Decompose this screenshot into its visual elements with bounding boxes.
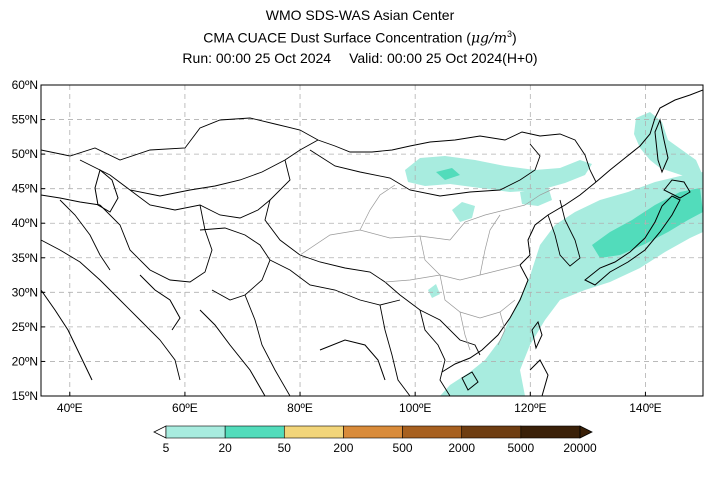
subtitle-unit: μg/m <box>470 30 508 47</box>
map-header: WMO SDS-WAS Asian Center CMA CUACE Dust … <box>0 6 720 68</box>
longitude-label: 100ºE <box>399 401 431 415</box>
border-arabia <box>41 239 181 381</box>
border-afghanistan <box>199 227 271 301</box>
coast-bay-of-bengal <box>319 339 386 381</box>
dust-concentration-layer <box>405 112 703 396</box>
latitude-label: 45ºN <box>12 182 38 196</box>
province-line-9 <box>497 311 506 346</box>
colorbar-segment <box>461 425 522 439</box>
longitude-label: 80ºE <box>287 401 313 415</box>
colorbar-high-arrow <box>579 425 593 439</box>
colorbar-segment <box>283 425 344 439</box>
province-line-2 <box>359 184 396 231</box>
border-iran <box>99 204 213 283</box>
longitude-label: 60ºE <box>172 401 198 415</box>
latitude-label: 40ºN <box>12 216 38 230</box>
colorbar-label: 5000 <box>508 441 535 455</box>
border-kazakhstan <box>79 139 319 197</box>
border-myanmar <box>379 304 411 396</box>
colorbar-label: 20000 <box>563 441 597 455</box>
colorbar-label: 2000 <box>448 441 475 455</box>
country-borders <box>41 117 597 396</box>
province-line-7 <box>459 311 471 351</box>
latitude-label: 20ºN <box>12 354 38 368</box>
province-line-1 <box>299 229 451 256</box>
graticule <box>41 85 703 396</box>
province-borders <box>299 184 556 351</box>
coast-caspian <box>94 169 119 213</box>
latitude-label: 60ºN <box>12 78 38 92</box>
subtitle-suffix: ) <box>512 29 517 46</box>
coast-hokkaido <box>663 179 691 199</box>
dust-yellow-sea <box>520 186 552 206</box>
map-frame <box>40 84 704 397</box>
colorbar-label: 500 <box>393 441 413 455</box>
border-china-west <box>264 159 481 356</box>
colorbar-segment <box>343 425 403 439</box>
colorbar-segment <box>165 425 226 439</box>
latitude-label: 35ºN <box>12 251 38 265</box>
coast-sakhalin <box>654 118 669 174</box>
run-time: Run: 00:00 25 Oct 2024 <box>182 49 332 66</box>
coast-hainan <box>461 371 479 391</box>
coast-taiwan <box>531 320 543 350</box>
longitude-label: 140ºE <box>629 401 661 415</box>
subtitle-prefix: CMA CUACE Dust Surface Concentration ( <box>203 29 471 46</box>
colorbar-label: 20 <box>218 441 232 455</box>
border-central-asia <box>129 189 271 219</box>
latitude-label: 55ºN <box>12 113 38 127</box>
map-subtitle: CMA CUACE Dust Surface Concentration (μg… <box>0 25 720 49</box>
border-indochina <box>419 309 451 396</box>
dust-mongolia <box>405 156 592 192</box>
coast-philippines <box>529 359 549 396</box>
border-turkey <box>41 194 101 206</box>
dust-mongolia-core <box>436 168 460 180</box>
map-title: WMO SDS-WAS Asian Center <box>265 7 455 23</box>
border-iraq <box>59 199 111 271</box>
province-line-8 <box>479 214 501 276</box>
border-india <box>244 294 291 396</box>
colorbar-label: 5 <box>163 441 170 455</box>
coast-far-east <box>595 89 703 183</box>
dust-gobi-patch <box>452 202 475 222</box>
latitude-label: 25ºN <box>12 320 38 334</box>
subtitle-unit-exponent: 3 <box>507 29 513 39</box>
coast-japan <box>584 195 681 286</box>
longitude-label: 40ºE <box>57 401 83 415</box>
province-line-6 <box>384 274 441 283</box>
coast-china <box>441 181 597 373</box>
latitude-label: 30ºN <box>12 285 38 299</box>
border-india-north <box>269 259 401 306</box>
colorbar-segment <box>224 425 285 439</box>
colorbar-low-arrow <box>153 425 167 439</box>
valid-time: Valid: 00:00 25 Oct 2024(H+0) <box>349 49 538 66</box>
dust-plume-sakhalin <box>634 112 703 178</box>
province-line-4 <box>449 204 526 241</box>
province-line-3 <box>419 235 521 281</box>
colorbar-label: 200 <box>333 441 353 455</box>
colorbar-segment <box>520 425 581 439</box>
colorbar-segment <box>402 425 463 439</box>
latitude-label: 15ºN <box>12 389 38 403</box>
border-korea <box>547 199 581 267</box>
run-valid-line: Run: 00:00 25 Oct 2024 Valid: 00:00 25 Oc… <box>0 49 720 68</box>
coastlines <box>41 89 703 396</box>
colorbar: 5 20 50 200 500 2000 5000 20000 <box>153 425 597 455</box>
latitude-label: 50ºN <box>12 147 38 161</box>
province-line-10 <box>524 187 556 206</box>
coast-india <box>199 309 266 396</box>
border-russia-south <box>41 117 597 183</box>
province-line-5 <box>439 274 516 319</box>
coast-arabian-gulf <box>139 274 181 331</box>
dust-shandong-patch <box>428 284 440 298</box>
longitude-labels: 40ºE 60ºE 80ºE 100ºE 120ºE 140ºE <box>57 392 662 415</box>
border-mongolia <box>309 143 541 197</box>
coast-red-sea <box>41 289 93 381</box>
latitude-labels: 60ºN 55ºN 50ºN 45ºN 40ºN 35ºN 30ºN 25ºN 20ºN 15ºN <box>12 78 45 403</box>
longitude-label: 120ºE <box>514 401 546 415</box>
colorbar-label: 50 <box>278 441 292 455</box>
